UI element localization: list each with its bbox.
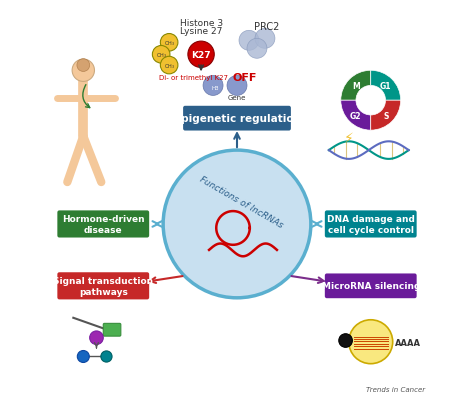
- FancyBboxPatch shape: [325, 211, 417, 238]
- Wedge shape: [371, 101, 401, 131]
- Text: AAAA: AAAA: [395, 338, 421, 347]
- Text: G2: G2: [350, 111, 362, 120]
- Circle shape: [77, 59, 90, 72]
- Wedge shape: [371, 71, 401, 101]
- Text: Di- or trimethyl K27: Di- or trimethyl K27: [159, 75, 228, 81]
- Text: CH$_3$: CH$_3$: [155, 51, 167, 60]
- FancyBboxPatch shape: [103, 324, 121, 336]
- Text: MicroRNA silencing: MicroRNA silencing: [321, 282, 420, 291]
- Text: H3: H3: [211, 86, 219, 91]
- Wedge shape: [341, 71, 371, 101]
- Text: CH$_3$: CH$_3$: [164, 61, 174, 70]
- Circle shape: [163, 151, 311, 298]
- Text: PRC2: PRC2: [254, 22, 280, 32]
- Wedge shape: [203, 76, 223, 96]
- Circle shape: [339, 334, 352, 347]
- FancyBboxPatch shape: [183, 107, 291, 131]
- Circle shape: [152, 47, 170, 64]
- Text: OFF: OFF: [233, 73, 257, 83]
- Circle shape: [160, 57, 178, 75]
- Text: Signal transduction
pathways: Signal transduction pathways: [53, 276, 153, 296]
- Text: DNA damage and
cell cycle control: DNA damage and cell cycle control: [327, 215, 415, 234]
- Text: Gene: Gene: [228, 95, 246, 101]
- FancyBboxPatch shape: [57, 273, 149, 300]
- Circle shape: [247, 39, 267, 59]
- Text: Epigenetic regulation: Epigenetic regulation: [173, 114, 301, 124]
- Circle shape: [90, 331, 103, 344]
- Circle shape: [255, 29, 275, 49]
- Text: M: M: [352, 81, 360, 91]
- Text: K27: K27: [191, 51, 211, 60]
- Text: ⚡: ⚡: [344, 132, 354, 146]
- Wedge shape: [341, 101, 371, 131]
- Wedge shape: [227, 76, 247, 96]
- Text: Trends in Cancer: Trends in Cancer: [365, 386, 425, 392]
- Circle shape: [160, 34, 178, 52]
- Circle shape: [77, 350, 89, 363]
- Text: Lysine 27: Lysine 27: [180, 27, 222, 36]
- Circle shape: [72, 60, 94, 82]
- Circle shape: [349, 320, 392, 364]
- Text: S: S: [383, 111, 388, 120]
- Text: CH$_3$: CH$_3$: [164, 39, 174, 48]
- Circle shape: [239, 31, 259, 51]
- Text: Functions of lncRNAs: Functions of lncRNAs: [198, 175, 284, 230]
- Circle shape: [101, 351, 112, 362]
- Text: Hormone-driven
disease: Hormone-driven disease: [62, 215, 145, 234]
- Text: Histone 3: Histone 3: [180, 19, 223, 28]
- FancyBboxPatch shape: [325, 274, 417, 298]
- Circle shape: [188, 42, 214, 68]
- FancyBboxPatch shape: [57, 211, 149, 238]
- Text: G1: G1: [380, 81, 392, 91]
